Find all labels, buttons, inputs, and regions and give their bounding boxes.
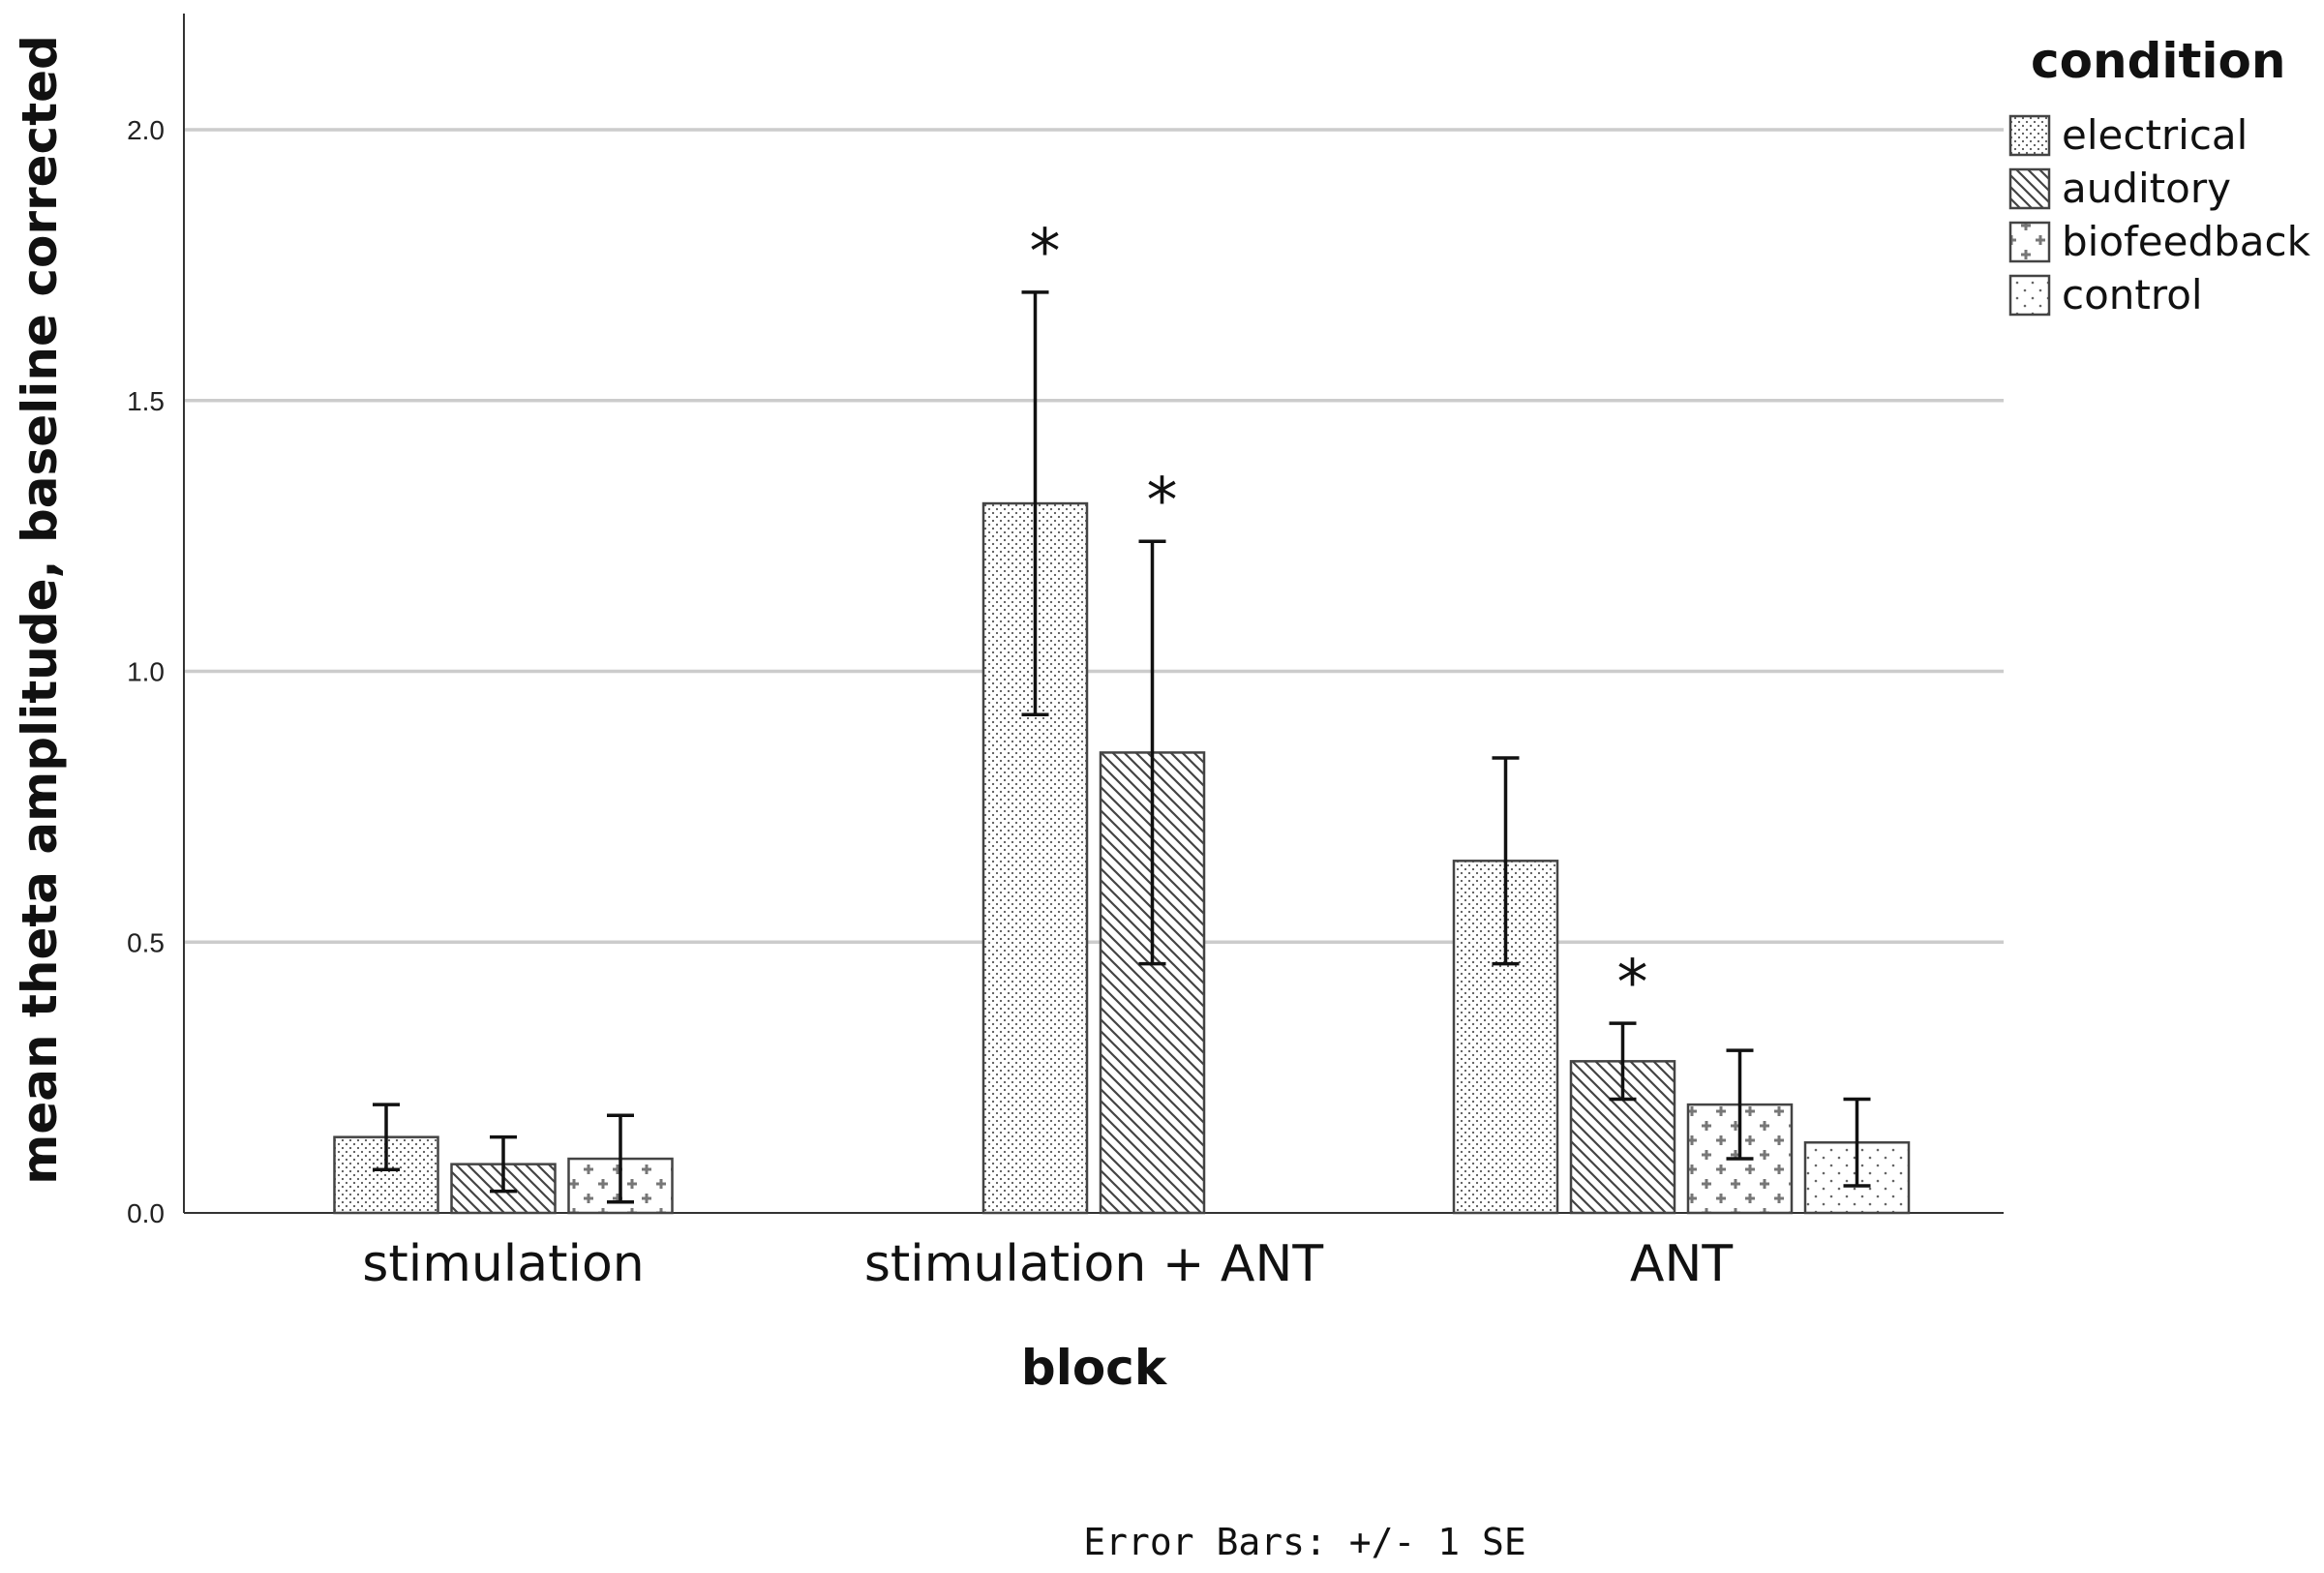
- x-tick-labels: stimulation stimulation + ANT ANT: [362, 1235, 1733, 1293]
- legend: condition electrical auditory biofeedback c…: [2008, 33, 2311, 318]
- significance-mark: *: [1030, 217, 1061, 288]
- error-bars: [373, 290, 1871, 1204]
- y-tick-label: 2.0: [127, 115, 165, 145]
- significance-marks: * * *: [1030, 217, 1648, 1019]
- legend-label-control: control: [2062, 271, 2203, 318]
- legend-title: condition: [2031, 33, 2286, 89]
- axes: [183, 14, 2004, 1214]
- significance-mark: *: [1147, 466, 1178, 537]
- legend-swatch-auditory: [2008, 167, 2051, 210]
- x-tick-label: stimulation + ANT: [864, 1235, 1324, 1293]
- bars: [333, 501, 1911, 1215]
- y-tick-label: 1.5: [127, 386, 165, 416]
- y-tick-label: 1.0: [127, 657, 165, 687]
- legend-label-auditory: auditory: [2062, 165, 2231, 212]
- gridlines: [184, 128, 2004, 944]
- y-tick-label: 0.0: [127, 1198, 165, 1228]
- x-tick-label: stimulation: [362, 1235, 644, 1293]
- legend-label-biofeedback: biofeedback: [2062, 218, 2311, 265]
- legend-swatch-biofeedback: [2008, 221, 2051, 263]
- y-tick-label: 0.5: [127, 927, 165, 957]
- x-tick-label: ANT: [1630, 1235, 1733, 1293]
- significance-mark: *: [1617, 948, 1648, 1019]
- legend-swatch-control: [2008, 274, 2051, 317]
- y-axis-title: mean theta amplitude, baseline corrected: [12, 35, 68, 1185]
- legend-swatch-electrical: [2008, 114, 2051, 157]
- x-axis-title: block: [1021, 1340, 1168, 1396]
- legend-label-electrical: electrical: [2062, 111, 2248, 159]
- y-tick-labels: 0.0 0.5 1.0 1.5 2.0: [127, 115, 165, 1228]
- error-bar-note: Error Bars: +/- 1 SE: [1083, 1521, 1526, 1563]
